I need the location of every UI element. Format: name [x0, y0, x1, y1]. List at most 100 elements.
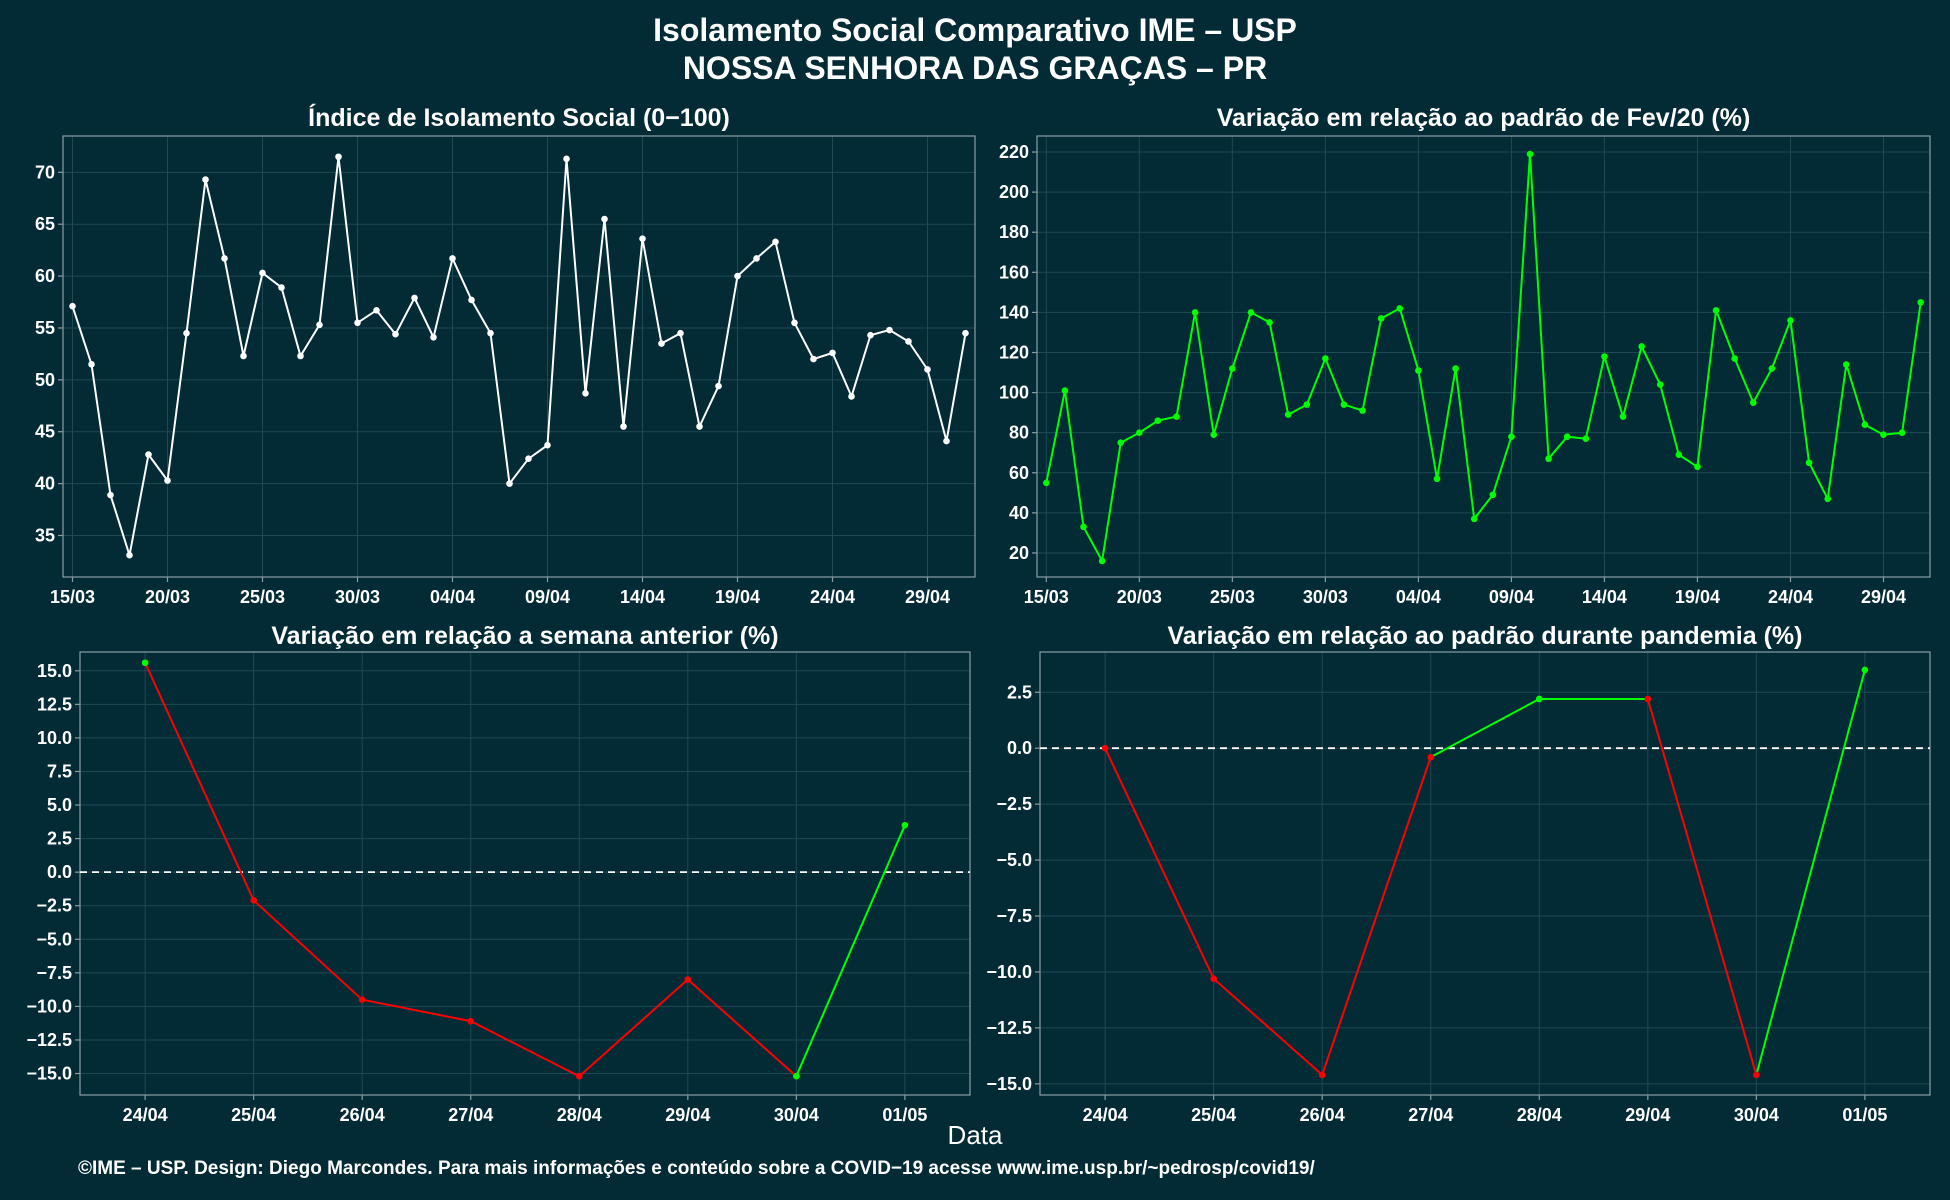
- data-point: [1340, 401, 1348, 408]
- x-tick-label: 25/04: [231, 1105, 276, 1125]
- data-point: [1247, 309, 1255, 316]
- data-point: [1824, 495, 1831, 503]
- data-point: [1535, 695, 1543, 703]
- data-point: [734, 272, 741, 280]
- data-point: [582, 390, 589, 397]
- data-point: [753, 255, 760, 262]
- data-point: [1694, 463, 1701, 471]
- x-tick-label: 27/04: [1408, 1105, 1453, 1125]
- data-point: [354, 319, 361, 327]
- x-tick-label: 01/05: [882, 1105, 927, 1125]
- y-tick-label: −5.0: [36, 929, 72, 949]
- y-tick-label: 20: [1009, 543, 1029, 563]
- data-point: [1768, 365, 1776, 372]
- data-point: [107, 491, 114, 499]
- x-tick-label: 29/04: [905, 587, 950, 607]
- data-point: [962, 329, 969, 337]
- x-tick-label: 20/03: [145, 587, 190, 607]
- data-point: [1861, 666, 1869, 674]
- x-tick-label: 09/04: [525, 587, 570, 607]
- y-tick-label: 40: [35, 474, 55, 494]
- series-segment: [1104, 747, 1215, 980]
- x-tick-label: 04/04: [430, 587, 475, 607]
- data-point: [715, 382, 722, 390]
- data-point: [1303, 401, 1311, 408]
- data-point: [793, 1072, 800, 1080]
- x-tick-label: 19/04: [1675, 587, 1720, 607]
- y-tick-label: 50: [35, 370, 55, 390]
- y-tick-label: −10.0: [26, 996, 72, 1016]
- series-segment: [578, 978, 689, 1077]
- y-tick-label: −2.5: [36, 896, 72, 916]
- data-point: [1619, 413, 1627, 420]
- data-point: [1377, 315, 1385, 322]
- data-point: [658, 340, 665, 347]
- data-point: [1117, 439, 1125, 446]
- data-point: [810, 355, 817, 363]
- data-point: [278, 284, 285, 291]
- data-point: [601, 215, 608, 223]
- panel-title: Variação em relação a semana anterior (%…: [271, 622, 778, 650]
- x-tick-label: 29/04: [1625, 1105, 1670, 1125]
- y-tick-label: −15.0: [26, 1064, 72, 1084]
- x-tick-label: 20/03: [1117, 587, 1162, 607]
- x-tick-label: 30/03: [1303, 587, 1348, 607]
- data-point: [1210, 431, 1218, 438]
- x-tick-label: 29/04: [1861, 587, 1906, 607]
- data-point: [772, 238, 779, 246]
- data-point: [1842, 361, 1850, 368]
- data-point: [1318, 1071, 1326, 1079]
- data-point: [467, 1017, 475, 1025]
- data-point: [867, 331, 874, 339]
- data-point: [1359, 407, 1366, 414]
- data-point: [1638, 343, 1645, 350]
- y-tick-label: 2.5: [1007, 682, 1032, 702]
- data-point: [297, 352, 304, 360]
- y-tick-label: −7.5: [36, 963, 72, 983]
- data-point: [696, 423, 703, 430]
- series-line: [71, 156, 967, 556]
- data-point: [392, 330, 399, 338]
- y-tick-label: −2.5: [996, 794, 1032, 814]
- data-point: [1489, 491, 1497, 499]
- data-point: [1644, 695, 1652, 703]
- series-segment: [1321, 756, 1432, 1076]
- y-tick-label: 2.5: [47, 829, 72, 849]
- series-segment: [144, 662, 255, 901]
- x-tick-label: 14/04: [620, 587, 665, 607]
- y-tick-label: 200: [999, 182, 1029, 202]
- x-tick-label: 15/03: [1024, 587, 1069, 607]
- y-tick-label: 0.0: [1007, 738, 1032, 758]
- data-point: [202, 176, 209, 183]
- data-point: [1712, 307, 1720, 314]
- y-tick-label: 35: [35, 525, 55, 545]
- data-point: [791, 319, 798, 327]
- series-segment: [1430, 698, 1540, 759]
- panel-border: [79, 651, 971, 1096]
- y-tick-label: 5.0: [47, 795, 72, 815]
- data-point: [901, 821, 909, 829]
- x-tick-label: 25/04: [1191, 1105, 1236, 1125]
- data-point: [1396, 305, 1404, 312]
- chart-panel-4: Variação em relação ao padrão durante pa…: [986, 622, 1931, 1125]
- y-tick-label: −12.5: [26, 1030, 72, 1050]
- data-point: [620, 423, 627, 430]
- data-point: [1173, 413, 1180, 420]
- x-tick-label: 24/04: [123, 1105, 168, 1125]
- series-segment: [1212, 977, 1323, 1076]
- data-point: [1433, 475, 1441, 483]
- data-point: [126, 551, 133, 559]
- x-tick-label: 26/04: [1300, 1105, 1345, 1125]
- data-point: [1749, 399, 1757, 406]
- y-tick-label: 45: [35, 422, 55, 442]
- panel-border: [1039, 651, 1931, 1096]
- data-point: [1101, 744, 1109, 752]
- y-tick-label: 7.5: [47, 761, 72, 781]
- y-tick-label: 65: [35, 214, 55, 234]
- chart-panel-1: Índice de Isolamento Social (0−100) 35 40 4…: [35, 103, 976, 607]
- data-point: [684, 976, 692, 983]
- data-point: [69, 302, 76, 310]
- x-tick-label: 25/03: [240, 587, 285, 607]
- y-tick-label: −12.5: [986, 1018, 1032, 1038]
- data-point: [1061, 387, 1069, 394]
